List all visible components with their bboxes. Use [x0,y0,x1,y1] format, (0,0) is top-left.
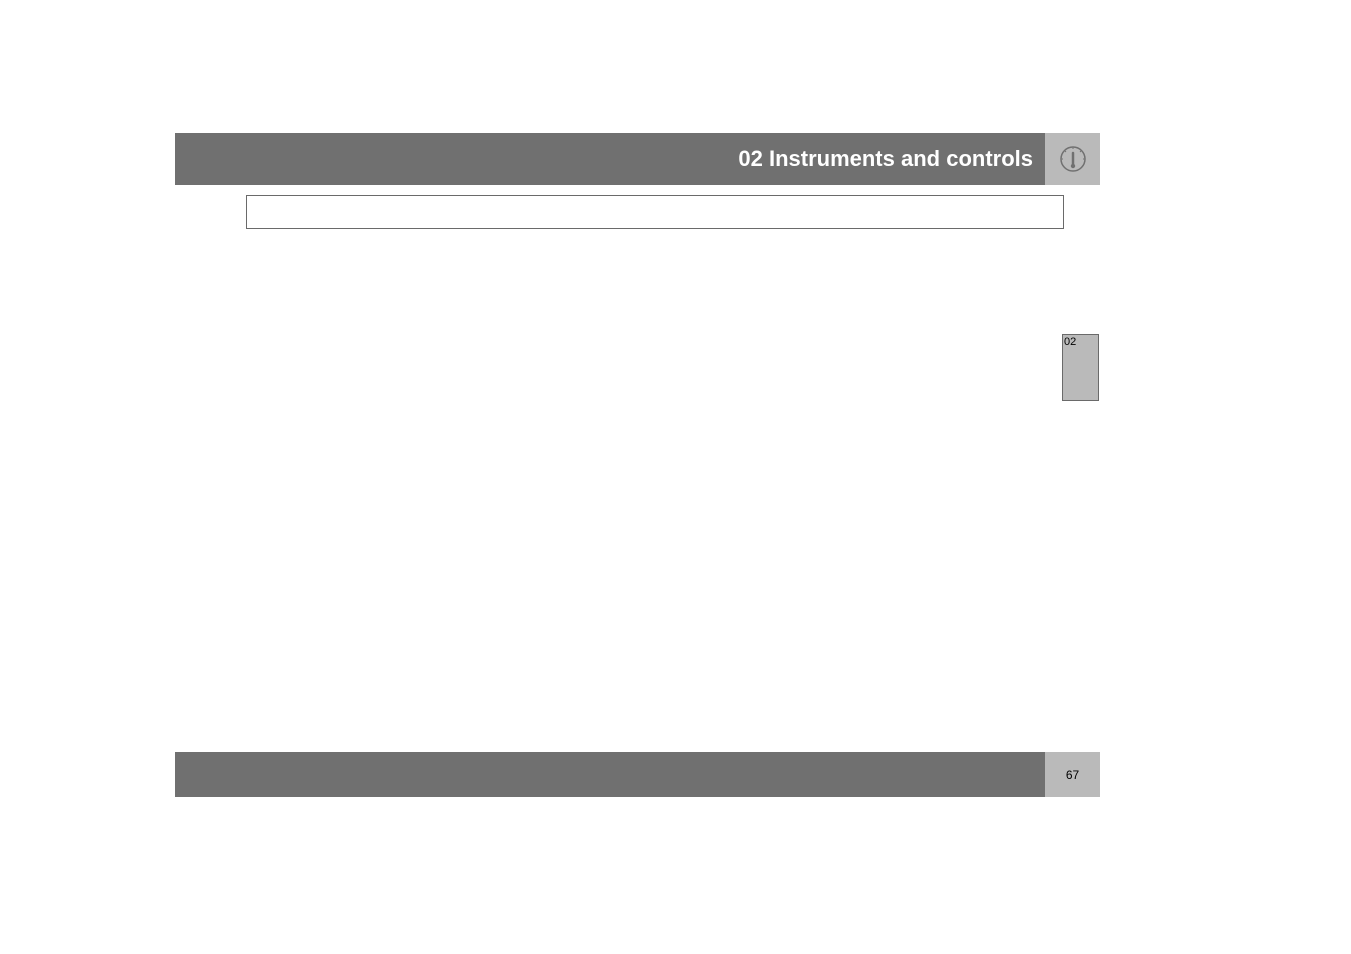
content-frame [246,195,1064,229]
header-icon-box [1045,133,1100,185]
section-title: 02 Instruments and controls [738,146,1033,172]
gauge-icon [1058,144,1088,174]
chapter-tab-label: 02 [1064,336,1076,348]
footer-bar [175,752,1045,797]
page-number: 67 [1066,768,1079,782]
page-number-box: 67 [1045,752,1100,797]
header-bar: 02 Instruments and controls [175,133,1045,185]
chapter-tab: 02 [1062,334,1099,401]
